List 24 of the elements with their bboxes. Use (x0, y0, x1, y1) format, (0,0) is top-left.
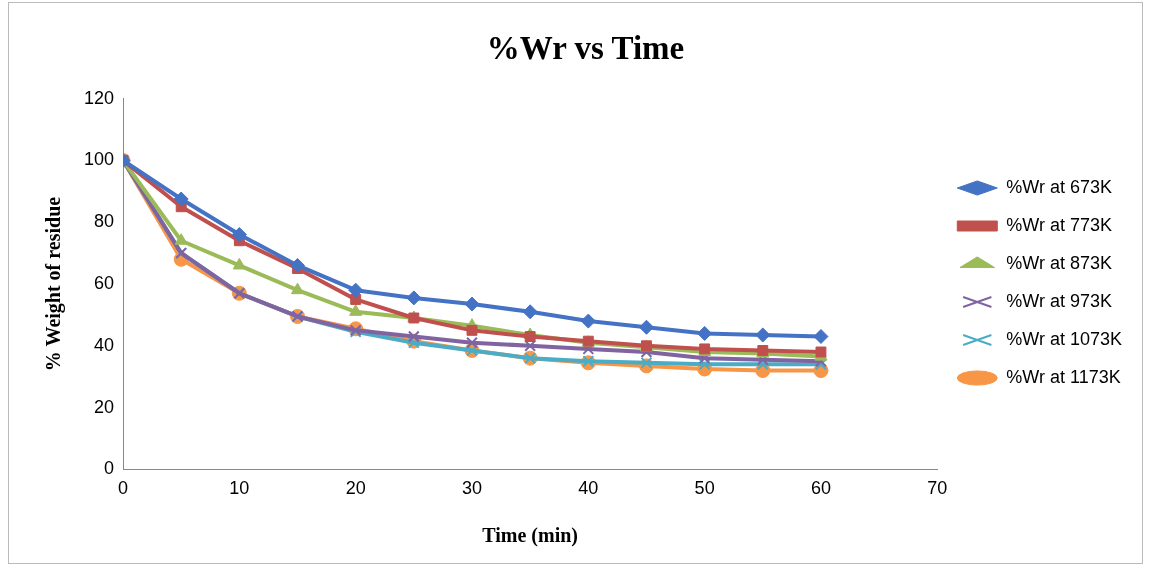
y-tick-label: 100 (83, 149, 115, 170)
y-tick-label: 20 (94, 396, 115, 417)
x-axis-title: Time (min) (482, 524, 579, 548)
legend-label: %Wr at 1073K (1006, 328, 1123, 349)
legend-label: %Wr at 773K (1006, 214, 1112, 235)
x-tick-label: 20 (345, 478, 366, 499)
y-tick-label: 60 (94, 272, 115, 293)
y-tick-label: 40 (94, 334, 115, 355)
x-tick-label: 60 (810, 478, 831, 499)
y-tick-label: 80 (94, 211, 115, 232)
y-tick-label: 0 (104, 458, 115, 479)
x-tick-label: 50 (694, 478, 715, 499)
x-tick-label: 10 (229, 478, 250, 499)
y-tick-label: 120 (83, 87, 115, 108)
legend-label: %Wr at 673K (1006, 176, 1112, 197)
legend-label: %Wr at 973K (1006, 290, 1112, 311)
y-axis-title: % Weight of residue (42, 196, 66, 372)
legend-label: %Wr at 1173K (1006, 366, 1121, 387)
legend-label: %Wr at 873K (1006, 252, 1112, 273)
x-tick-label: 40 (578, 478, 599, 499)
x-tick-label: 0 (118, 478, 129, 499)
x-tick-label: 70 (927, 478, 948, 499)
x-tick-label: 30 (461, 478, 483, 499)
chart-title: %Wr vs Time (486, 30, 685, 67)
